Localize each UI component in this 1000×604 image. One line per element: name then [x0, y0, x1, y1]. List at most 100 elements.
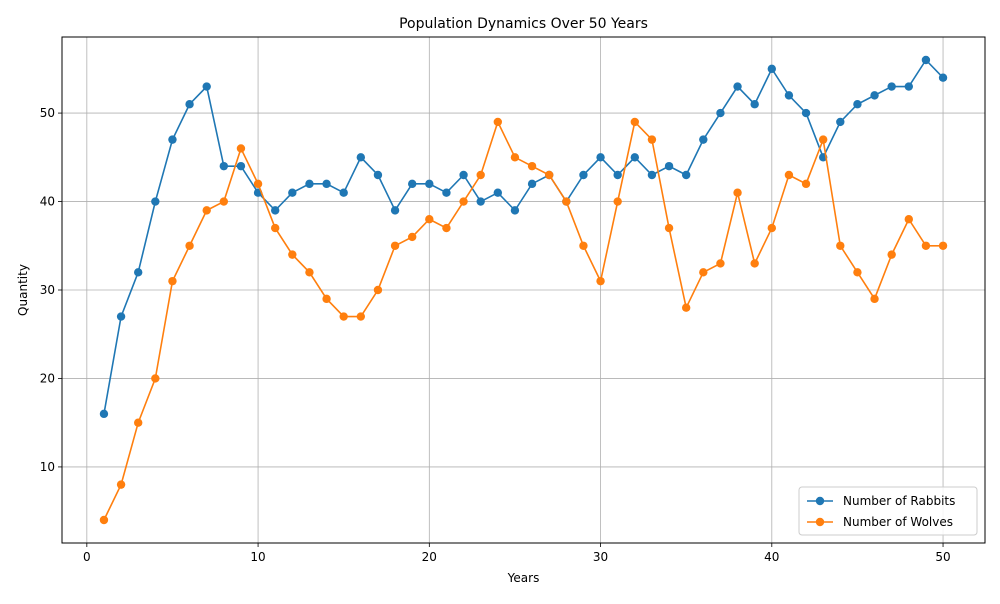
data-point — [253, 179, 263, 189]
data-point — [373, 170, 383, 180]
data-point — [373, 285, 383, 295]
data-point — [613, 170, 622, 180]
data-point — [801, 108, 811, 118]
data-point — [356, 312, 366, 321]
data-point — [716, 259, 725, 268]
data-point — [716, 108, 725, 118]
data-point — [870, 294, 879, 304]
legend-label: Number of Wolves — [843, 515, 953, 529]
data-point — [151, 374, 160, 383]
x-tick-label: 10 — [250, 550, 265, 564]
data-point — [425, 179, 434, 189]
data-point — [510, 153, 520, 162]
y-axis-label: Quantity — [16, 264, 30, 316]
data-point — [904, 215, 913, 224]
data-point — [938, 241, 948, 250]
data-point — [322, 179, 331, 189]
legend-label: Number of Rabbits — [843, 494, 955, 508]
data-point — [356, 153, 366, 162]
legend-box — [798, 486, 978, 536]
data-point — [630, 153, 640, 162]
series-group — [99, 55, 948, 525]
legend: Number of Rabbits Number of Wolves — [798, 486, 978, 536]
data-point — [647, 170, 657, 180]
data-point — [185, 241, 194, 250]
data-point — [288, 188, 297, 197]
data-point — [459, 197, 468, 206]
data-point — [270, 223, 280, 233]
data-point — [818, 135, 828, 144]
data-point — [442, 223, 451, 233]
data-point — [767, 223, 777, 233]
data-point — [836, 117, 845, 127]
data-point — [134, 418, 143, 427]
data-point — [870, 91, 879, 100]
data-point — [647, 135, 657, 144]
data-point — [407, 179, 417, 189]
data-point — [236, 144, 246, 153]
x-tick-label: 50 — [935, 550, 950, 564]
data-point — [767, 64, 777, 74]
data-point — [305, 179, 314, 189]
data-point — [733, 188, 742, 197]
grid-lines — [62, 37, 985, 543]
data-point — [681, 170, 691, 180]
data-point — [630, 117, 640, 127]
data-point — [339, 312, 348, 321]
data-point — [116, 480, 126, 489]
data-point — [544, 170, 554, 180]
data-point — [305, 268, 314, 277]
data-point — [425, 215, 434, 224]
data-point — [784, 91, 794, 100]
data-point — [699, 268, 708, 277]
x-tick-label: 30 — [593, 550, 608, 564]
data-point — [339, 188, 348, 197]
series-wolves — [99, 117, 948, 525]
y-tick-label: 30 — [40, 283, 55, 297]
data-point — [681, 303, 691, 312]
x-tick-label: 0 — [83, 550, 91, 564]
data-point — [596, 276, 605, 286]
data-point — [116, 312, 126, 321]
data-point — [390, 241, 400, 250]
data-point — [887, 250, 896, 259]
data-point — [493, 188, 503, 197]
data-point — [750, 259, 759, 268]
y-tick-label: 10 — [40, 460, 55, 474]
data-point — [836, 241, 845, 250]
data-point — [750, 100, 759, 109]
data-point — [510, 206, 520, 215]
legend-marker — [815, 496, 825, 506]
y-tick-label: 50 — [40, 106, 55, 120]
data-point — [134, 268, 143, 277]
data-point — [613, 197, 622, 206]
data-point — [442, 188, 451, 197]
data-point — [579, 241, 588, 250]
data-point — [219, 161, 229, 171]
data-point — [390, 206, 400, 215]
x-axis-label: Years — [507, 571, 540, 585]
data-point — [527, 161, 537, 171]
axis-ticks: 0 10 20 30 40 50 10 20 30 40 50 — [40, 106, 951, 564]
data-point — [459, 170, 468, 180]
data-point — [596, 153, 605, 162]
data-point — [887, 82, 896, 91]
data-point — [699, 135, 708, 144]
data-point — [664, 223, 674, 233]
x-tick-label: 40 — [764, 550, 779, 564]
y-tick-label: 20 — [40, 371, 55, 385]
data-point — [99, 515, 109, 525]
data-point — [288, 250, 297, 259]
data-point — [853, 100, 862, 109]
legend-marker — [815, 517, 825, 527]
data-point — [664, 161, 674, 171]
data-point — [938, 73, 948, 82]
data-point — [202, 82, 211, 91]
x-tick-label: 20 — [422, 550, 437, 564]
data-point — [185, 100, 194, 109]
data-point — [236, 161, 246, 171]
data-point — [527, 179, 537, 189]
data-point — [921, 241, 931, 250]
